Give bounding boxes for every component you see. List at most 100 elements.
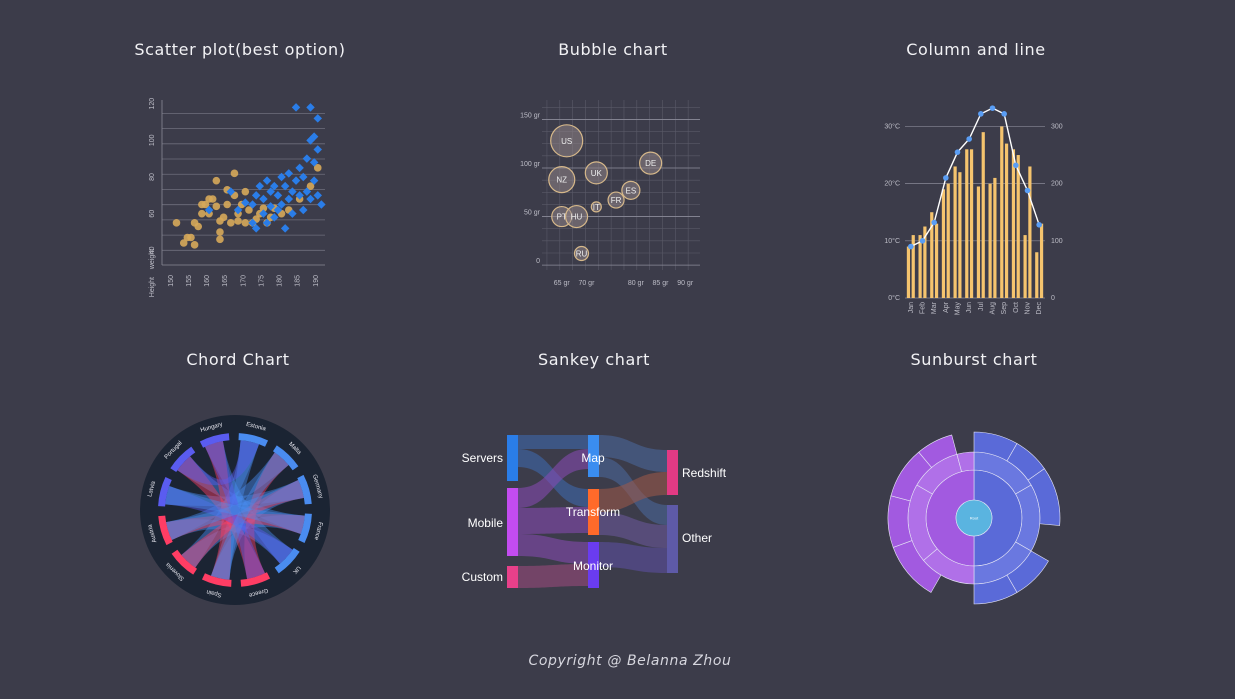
scatter-point-diamond xyxy=(313,191,322,200)
chord-ribbon xyxy=(204,441,232,580)
chord-ribbon xyxy=(166,513,305,541)
chord-arc xyxy=(272,445,299,471)
scatter-point-circle xyxy=(190,241,199,249)
scatter-point-diamond xyxy=(273,191,283,200)
scatter-point-diamond xyxy=(255,181,265,191)
scatter-point-circle xyxy=(241,219,250,227)
colline-bar xyxy=(918,235,922,298)
sankey-link xyxy=(518,507,588,534)
chord-ribbon xyxy=(177,456,266,579)
colline-line-point xyxy=(1001,111,1007,117)
bubble-point xyxy=(573,245,590,262)
bubble-chart: 0 50 gr 100 gr 150 gr 65 gr 70 gr 80 gr 85 gr 90… xyxy=(520,100,700,287)
scatter-point-diamond xyxy=(277,172,286,182)
scatter-point-circle xyxy=(198,209,206,218)
bubble-label: IT xyxy=(593,203,600,212)
scatter-point-circle xyxy=(212,176,221,185)
chord-ribbon xyxy=(244,452,289,579)
chord-arc xyxy=(238,433,269,447)
chord-label: Latvia xyxy=(147,480,157,498)
bubble-x-tick: 65 gr xyxy=(554,280,571,287)
colline-bar xyxy=(911,235,915,298)
scatter-point-diamond xyxy=(299,172,308,182)
bubble-title: Bubble chart xyxy=(558,40,668,59)
bubble-label: NZ xyxy=(556,176,567,185)
colline-line-point xyxy=(908,243,914,250)
scatter-point-circle xyxy=(219,213,228,222)
scatter-point-diamond xyxy=(295,163,304,173)
sankey-label: Mobile xyxy=(468,516,504,530)
bubble-x-tick: 85 gr xyxy=(653,280,670,287)
colline-bar xyxy=(923,226,927,298)
chord-ribbon xyxy=(204,441,266,579)
scatter-point-diamond xyxy=(270,181,279,191)
bubble-point xyxy=(564,204,589,229)
bubble-label: HU xyxy=(571,213,583,222)
sunburst-center-label: Root xyxy=(970,516,979,521)
scatter-chart: 40 60 80 100 120 150 155 160 165 170 175 180 185 190 w… xyxy=(149,98,326,297)
scatter-point-diamond xyxy=(288,209,297,218)
chord-arc xyxy=(199,433,230,448)
chord-ribbon xyxy=(210,440,260,580)
scatter-point-diamond xyxy=(262,176,272,185)
scatter-point-diamond xyxy=(309,132,319,141)
scatter-point-diamond xyxy=(284,194,294,204)
scatter-point-diamond xyxy=(233,205,243,215)
colline-bar xyxy=(1028,166,1032,298)
colline-line xyxy=(910,107,1040,248)
sunburst-ring2-segment xyxy=(956,451,975,473)
scatter-point-circle xyxy=(245,206,253,214)
colline-bar xyxy=(906,246,911,298)
bubble-label: RU xyxy=(576,249,588,258)
colline-bar xyxy=(1035,252,1039,298)
scatter-point-diamond xyxy=(277,200,286,209)
colline-line-point xyxy=(954,149,961,155)
colline-line-point xyxy=(989,105,996,111)
sankey-link xyxy=(518,449,588,508)
chord-arc xyxy=(240,572,271,587)
sankey-label: Transform xyxy=(566,505,620,519)
colline-bar xyxy=(1016,155,1020,298)
scatter-point-circle xyxy=(201,200,210,209)
bubble-label: FR xyxy=(611,196,622,205)
scatter-xlabel: Height xyxy=(149,277,156,297)
sankey-link xyxy=(599,435,667,472)
chord-arc xyxy=(201,573,232,587)
scatter-point-circle xyxy=(223,200,231,209)
scatter-point-diamond xyxy=(291,103,301,112)
bubble-point xyxy=(607,191,625,209)
colline-line-point xyxy=(1013,162,1019,169)
sankey-link xyxy=(518,564,588,588)
bubble-point xyxy=(621,180,641,200)
scatter-point-diamond xyxy=(317,200,326,209)
colline-left-tick: 20°C xyxy=(884,180,900,188)
scatter-point-diamond xyxy=(302,154,312,163)
scatter-x-tick: 170 xyxy=(240,275,247,287)
bubble-label: DE xyxy=(645,159,656,168)
colline-bar xyxy=(981,132,985,298)
chord-label: Greece xyxy=(247,587,268,598)
chord-ribbon xyxy=(181,440,260,568)
scatter-y-tick: 80 xyxy=(149,173,156,181)
bubble-point xyxy=(550,124,584,158)
colline-left-tick: 10°C xyxy=(884,237,900,245)
sankey-link xyxy=(518,435,588,449)
column-line-title: Column and line xyxy=(906,40,1046,59)
chord-arc xyxy=(274,547,300,574)
scatter-point-circle xyxy=(306,182,315,190)
sankey-label: Other xyxy=(682,531,712,545)
sunburst-ring3-segment xyxy=(918,434,958,468)
chord-ribbon xyxy=(210,452,289,580)
chord-chart: EstoniaMaltaGermanyFranceUKGreeceSpainSl… xyxy=(140,415,330,605)
scatter-point-circle xyxy=(227,219,235,227)
scatter-x-tick: 185 xyxy=(295,275,302,287)
chord-title: Chord Chart xyxy=(186,350,290,369)
scatter-x-tick: 180 xyxy=(277,275,284,287)
chord-ribbon xyxy=(165,479,304,507)
colline-x-tick: Apr xyxy=(943,301,950,313)
colline-left-tick: 0°C xyxy=(888,294,900,302)
scatter-point-diamond xyxy=(270,213,279,222)
scatter-point-diamond xyxy=(291,176,301,185)
colline-line-point xyxy=(966,136,972,142)
scatter-x-tick: 160 xyxy=(204,275,211,287)
